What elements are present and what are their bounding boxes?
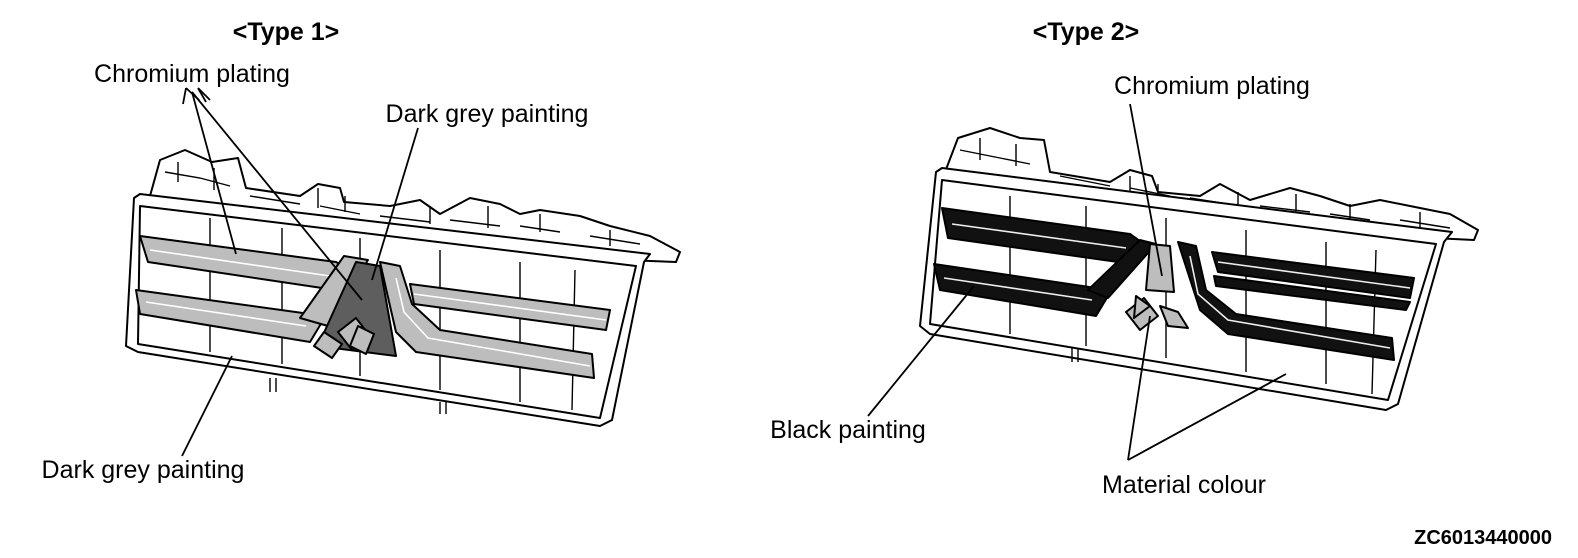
type1-chromium-label: Chromium plating xyxy=(94,60,290,88)
figure-code: ZC6013440000 xyxy=(1414,527,1552,549)
type1-dark-grey-top-label: Dark grey painting xyxy=(386,100,589,128)
type1-title: <Type 1> xyxy=(233,18,340,46)
type1-dark-grey-bottom-label: Dark grey painting xyxy=(42,456,245,484)
type2-chromium-label: Chromium plating xyxy=(1114,72,1310,100)
type1-leaders xyxy=(181,87,419,457)
type2-material-label: Material colour xyxy=(1102,471,1266,499)
type1-grille xyxy=(125,149,681,427)
type2-black-label: Black painting xyxy=(770,416,926,444)
type2-grille xyxy=(919,127,1479,411)
type2-title: <Type 2> xyxy=(1033,18,1140,46)
type2-leaders xyxy=(867,103,1287,461)
